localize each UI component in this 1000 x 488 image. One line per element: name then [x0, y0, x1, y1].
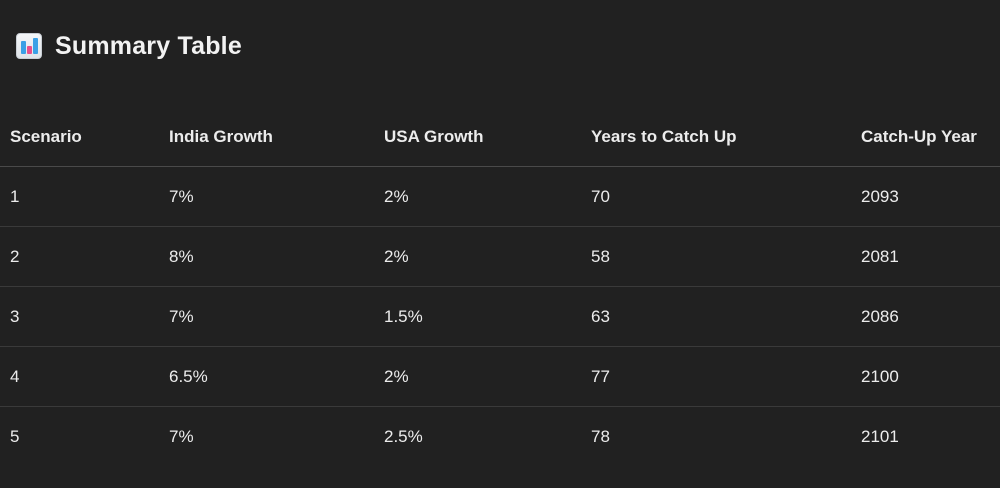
- table-cell: 6.5%: [169, 366, 208, 386]
- table-row: 3 7% 1.5% 63 2086: [0, 287, 1000, 347]
- table-cell: 2101: [861, 426, 899, 446]
- table-row: 4 6.5% 2% 77 2100: [0, 347, 1000, 407]
- column-header-usa-growth: USA Growth: [384, 126, 484, 146]
- column-header-india-growth: India Growth: [169, 126, 273, 146]
- bar-chart-icon: [16, 33, 42, 59]
- column-header-scenario: Scenario: [10, 126, 82, 146]
- table-cell: 7%: [169, 186, 194, 206]
- table-cell: 2081: [861, 246, 899, 266]
- table-cell: 2: [10, 246, 20, 266]
- table-cell: 2%: [384, 366, 409, 386]
- section-heading: Summary Table: [16, 28, 242, 64]
- table-cell: 63: [591, 306, 610, 326]
- table-cell: 78: [591, 426, 610, 446]
- table-cell: 2100: [861, 366, 899, 386]
- table-cell: 1: [10, 186, 20, 206]
- table-cell: 77: [591, 366, 610, 386]
- table-cell: 7%: [169, 426, 194, 446]
- table-cell: 2.5%: [384, 426, 423, 446]
- table-cell: 70: [591, 186, 610, 206]
- table-cell: 2093: [861, 186, 899, 206]
- summary-table: Scenario India Growth USA Growth Years t…: [0, 107, 1000, 466]
- table-cell: 2%: [384, 246, 409, 266]
- table-cell: 4: [10, 366, 20, 386]
- table-row: 5 7% 2.5% 78 2101: [0, 407, 1000, 466]
- table-cell: 7%: [169, 306, 194, 326]
- page-title: Summary Table: [55, 31, 242, 60]
- column-header-years-to-catch-up: Years to Catch Up: [591, 126, 737, 146]
- table-row: 2 8% 2% 58 2081: [0, 227, 1000, 287]
- table-cell: 2086: [861, 306, 899, 326]
- table-cell: 3: [10, 306, 20, 326]
- table-cell: 8%: [169, 246, 194, 266]
- table-header-row: Scenario India Growth USA Growth Years t…: [0, 107, 1000, 167]
- table-cell: 58: [591, 246, 610, 266]
- table-cell: 2%: [384, 186, 409, 206]
- table-cell: 5: [10, 426, 20, 446]
- column-header-catch-up-year: Catch-Up Year: [861, 126, 977, 146]
- table-cell: 1.5%: [384, 306, 423, 326]
- table-row: 1 7% 2% 70 2093: [0, 167, 1000, 227]
